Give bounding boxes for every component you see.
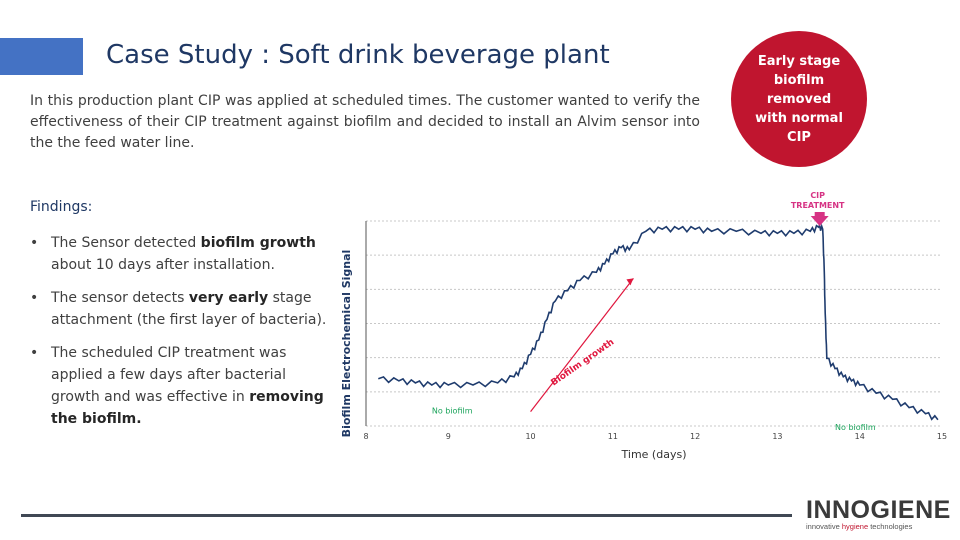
growth-arrow-line <box>530 278 634 413</box>
signal-series-line <box>378 222 939 421</box>
x-tick-label: 11 <box>608 432 618 441</box>
footer-rule <box>21 514 792 517</box>
bullet-glyph: • <box>30 235 39 251</box>
biofilm-signal-chart: 8 9 10 11 12 13 14 15 Time (days) Biofilm Electro… <box>340 191 947 461</box>
x-tick-label: 10 <box>525 432 535 441</box>
findings-list: • The Sensor detected biofilm growth abou… <box>30 232 330 441</box>
no-biofilm-label: No biofilm <box>432 407 473 416</box>
growth-arrowhead-icon <box>626 278 634 286</box>
innogiene-logo: INNOGIENE innovative hygiene technologie… <box>806 496 951 532</box>
finding-item: • The Sensor detected biofilm growth abou… <box>30 232 330 276</box>
x-tick-label: 15 <box>937 432 947 441</box>
intro-paragraph: In this production plant CIP was applied… <box>30 93 700 151</box>
result-badge: Early stage biofilm removed with normal … <box>731 31 867 167</box>
finding-item: • The sensor detects very early stage att… <box>30 287 330 331</box>
x-tick-label: 12 <box>690 432 700 441</box>
bullet-glyph: • <box>30 290 39 306</box>
x-tick-label: 9 <box>446 432 451 441</box>
cip-arrow-icon <box>810 212 829 226</box>
biofilm-growth-label: Biofilm growth <box>550 337 617 388</box>
x-tick-label: 13 <box>772 432 782 441</box>
cip-label: CIP <box>810 191 825 200</box>
bullet-glyph: • <box>30 345 39 361</box>
x-tick-label: 8 <box>363 432 368 441</box>
no-biofilm-label: No biofilm <box>835 423 876 432</box>
x-tick-label: 14 <box>855 432 865 441</box>
finding-item: • The scheduled CIP treatment was applied… <box>30 342 330 430</box>
cip-label: TREATMENT <box>791 201 845 210</box>
findings-heading: Findings: <box>30 199 93 215</box>
title-accent-bar <box>0 38 83 75</box>
x-axis-label: Time (days) <box>621 448 687 461</box>
slide-title: Case Study : Soft drink beverage plant <box>106 40 610 70</box>
y-axis-label: Biofilm Electrochemical Signal <box>340 250 353 438</box>
